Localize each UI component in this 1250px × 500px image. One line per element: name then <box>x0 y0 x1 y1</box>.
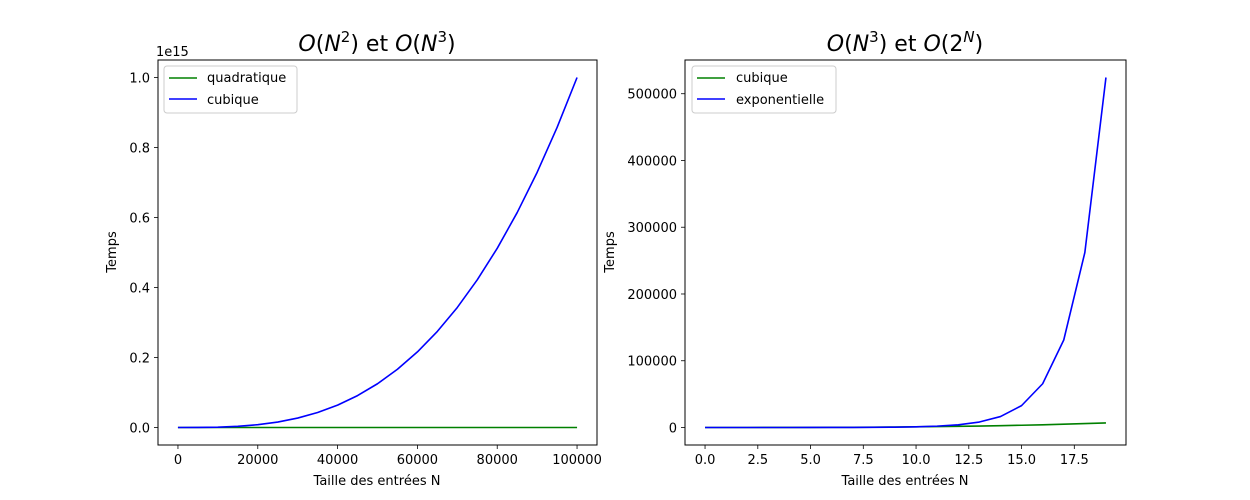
y-tick-label: 100000 <box>627 355 677 370</box>
y-offset-label-left: 1e15 <box>156 45 189 60</box>
plot-lines-left <box>177 77 578 429</box>
x-tick-label: 2.5 <box>747 453 768 468</box>
y-tick-label: 0 <box>669 422 677 437</box>
legend-label-cubique-right: cubique <box>736 71 788 86</box>
legend-left: quadratique cubique <box>163 65 298 114</box>
subplot-left: O(N2) et O(N3) 1e15 0 20000 40000 60000 8000… <box>105 28 602 489</box>
axes-frame-left <box>157 59 598 446</box>
axis-ticks-right: 0.0 2.5 5.0 7.5 10.0 12.5 15.0 17.5 0 100000 20000… <box>627 88 1088 468</box>
x-tick-label: 17.5 <box>1060 453 1089 468</box>
x-axis-label-left: Taille des entrées N <box>313 474 441 489</box>
x-tick-label: 10.0 <box>902 453 931 468</box>
y-tick-label: 0.2 <box>129 352 150 367</box>
y-axis-label-right: Temps <box>603 231 618 274</box>
plot-lines-right <box>705 77 1107 429</box>
axis-ticks-left: 0 20000 40000 60000 80000 100000 0.0 0.2 0.4 0.6 0… <box>129 72 602 469</box>
axes-frame-right <box>684 59 1127 446</box>
y-tick-label: 400000 <box>627 154 677 169</box>
x-tick-label: 0.0 <box>695 453 716 468</box>
legend-label-cubique: cubique <box>207 93 259 108</box>
y-tick-label: 0.0 <box>129 422 150 437</box>
y-tick-label: 1.0 <box>129 72 150 87</box>
x-tick-label: 5.0 <box>800 453 821 468</box>
y-tick-label: 0.6 <box>129 212 150 227</box>
y-tick-label: 0.8 <box>129 142 150 157</box>
x-tick-label: 15.0 <box>1007 453 1036 468</box>
chart-title-right: O(N3) et O(2N) <box>827 28 983 57</box>
x-tick-label: 100000 <box>552 453 602 468</box>
y-tick-label: 300000 <box>627 221 677 236</box>
y-tick-label: 500000 <box>627 88 677 103</box>
x-tick-label: 7.5 <box>853 453 874 468</box>
series-line-cubique <box>177 77 578 429</box>
x-tick-label: 0 <box>174 453 182 468</box>
y-axis-label-left: Temps <box>105 231 120 274</box>
x-axis-label-right: Taille des entrées N <box>841 474 969 489</box>
series-line-exponentielle <box>705 77 1107 429</box>
legend-box-left <box>163 65 298 114</box>
x-tick-label: 60000 <box>397 453 438 468</box>
x-tick-label: 12.5 <box>954 453 983 468</box>
x-tick-label: 40000 <box>317 453 358 468</box>
x-tick-label: 20000 <box>237 453 278 468</box>
x-tick-label: 80000 <box>477 453 518 468</box>
subplot-right: O(N3) et O(2N) 0.0 2.5 5.0 7.5 10.0 12.5 15.0 1… <box>603 28 1127 489</box>
y-tick-label: 200000 <box>627 288 677 303</box>
legend-right: cubique exponentielle <box>691 65 837 114</box>
chart-title-left: O(N2) et O(N3) <box>298 28 455 57</box>
legend-label-exponentielle: exponentielle <box>736 93 824 108</box>
legend-label-quadratique: quadratique <box>207 71 286 86</box>
legend-box-right <box>691 65 837 114</box>
y-tick-label: 0.4 <box>129 282 150 297</box>
